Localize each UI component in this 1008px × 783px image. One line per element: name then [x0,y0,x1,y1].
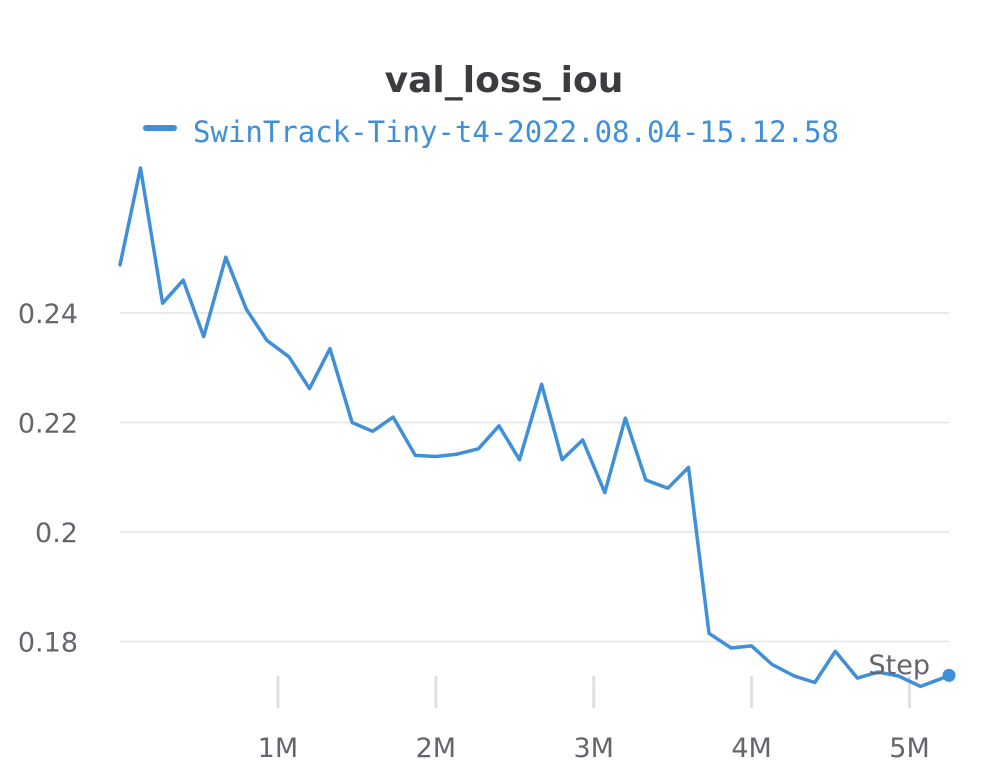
y-tick-label: 0.24 [18,299,78,330]
x-tick-label: 2M [416,733,456,764]
x-tick-label: 5M [889,733,929,764]
x-tick-label: 3M [573,733,613,764]
series-line[interactable] [118,166,951,689]
legend-label[interactable]: SwinTrack-Tiny-t4-2022.08.04-15.12.58 [193,115,839,149]
x-tick-label: 4M [731,733,771,764]
y-tick-label: 0.2 [35,518,78,549]
y-axis: 0.18 0.2 0.22 0.24 [18,299,78,658]
y-tick-label: 0.22 [18,409,78,440]
x-axis: 1M 2M 3M 4M 5M [258,676,930,764]
x-tick-label: 1M [258,733,298,764]
series-end-point[interactable] [942,668,956,682]
x-axis-label: Step [869,650,930,681]
chart-title: val_loss_iou [385,60,624,101]
plot-area[interactable] [118,166,956,689]
y-tick-label: 0.18 [18,627,78,658]
gridlines [120,312,949,643]
legend[interactable]: SwinTrack-Tiny-t4-2022.08.04-15.12.58 [143,115,839,149]
